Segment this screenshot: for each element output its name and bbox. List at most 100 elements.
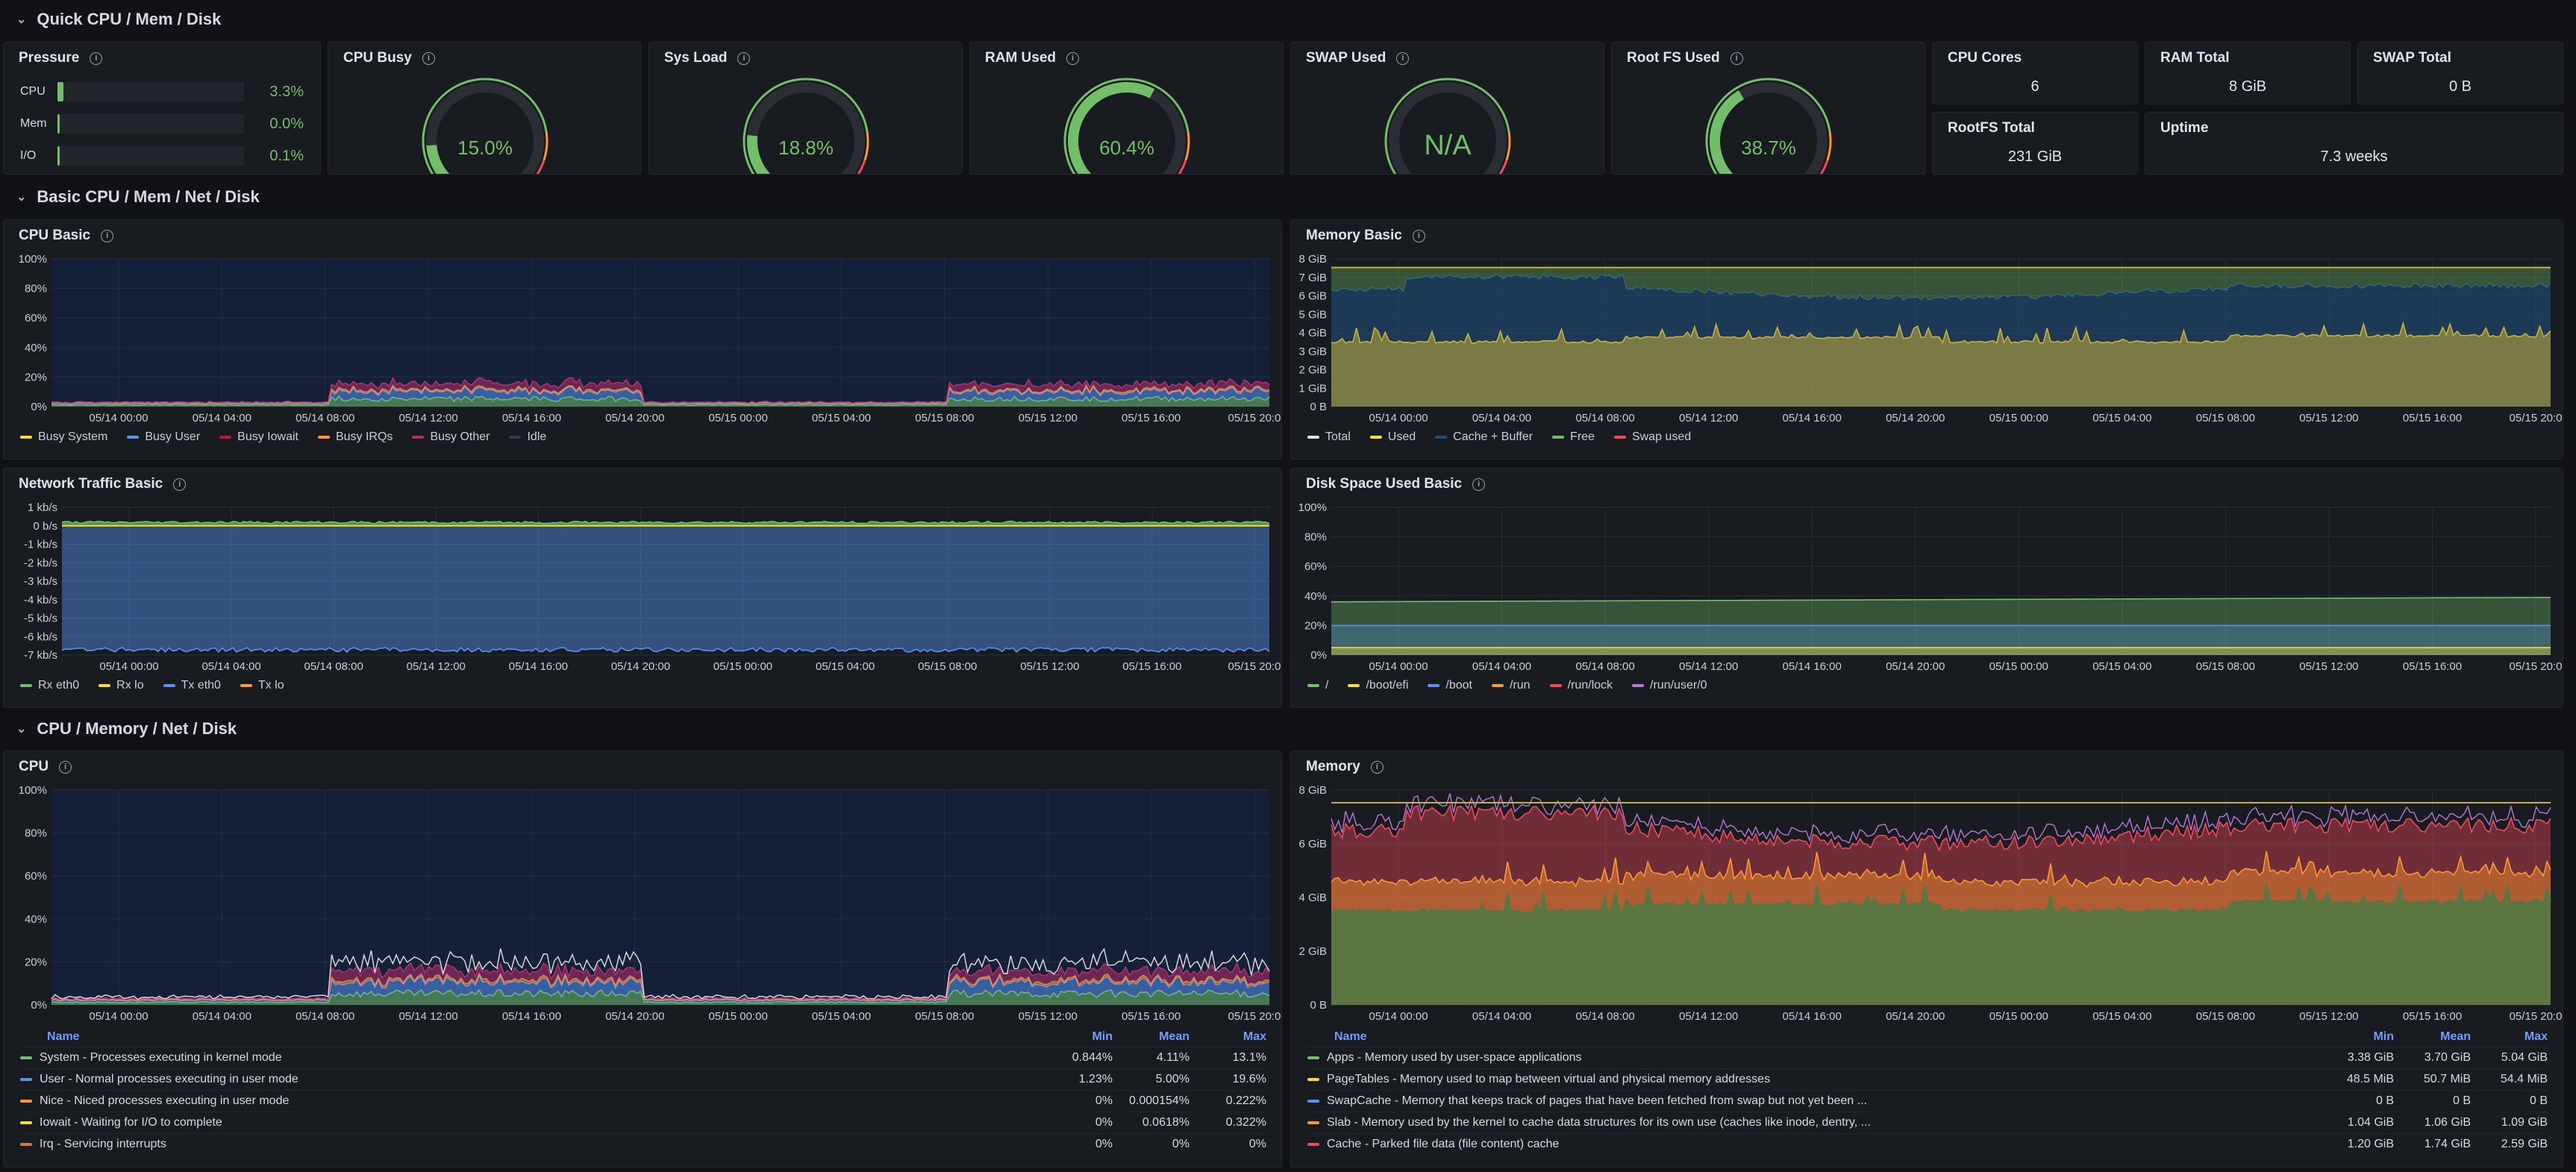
table-row[interactable]: Irq - Servicing interrupts 0% 0% 0% [20,1133,1266,1155]
table-row[interactable]: Apps - Memory used by user-space applica… [1307,1047,2548,1068]
panel-title: Sys Load [664,50,728,66]
table-row[interactable]: Nice - Niced processes executing in user… [20,1090,1266,1112]
legend-item[interactable]: Busy User [127,430,200,444]
x-tick-label: 05/14 12:00 [407,660,466,673]
info-icon[interactable]: i [1412,229,1425,242]
legend-swatch [1613,436,1626,439]
y-tick-label: 3 GiB [1298,345,1327,358]
info-icon[interactable]: i [173,477,187,491]
x-tick-label: 05/14 08:00 [1575,660,1634,673]
y-tick-label: -4 kb/s [24,594,57,607]
legend-item[interactable]: /boot/efi [1348,679,1408,692]
memory-panel[interactable]: Memory i 8 GiB 6 GiB 4 GiB 2 GiB 0 B 05/14 00:… [1290,750,2563,1168]
legend-item[interactable]: /run [1491,679,1531,692]
bar-fill [57,146,60,166]
legend-item[interactable]: Total [1307,430,1351,444]
legend-item[interactable]: Swap used [1613,430,1691,444]
info-icon[interactable]: i [101,229,114,242]
legend-item[interactable]: Rx lo [99,679,144,692]
cpu-chart[interactable]: 100% 80% 60% 40% 20% 0% 05/14 00:00 05/14 04:00… [4,780,1283,1026]
legend-item[interactable]: Rx eth0 [20,679,79,692]
table-row[interactable]: Cache - Parked file data (file content) … [1307,1133,2548,1155]
net-tx-area-line [61,646,1270,654]
table-row[interactable]: Iowait - Waiting for I/O to complete 0% 0.… [20,1112,1266,1133]
legend-item[interactable]: Cache + Buffer [1435,430,1533,444]
gauge-panel-rootfs-used[interactable]: Root FS Used i 38.7% [1611,42,1925,175]
row-basic[interactable]: ⌄ Basic CPU / Mem / Net / Disk [0,182,260,212]
stat-swap-total[interactable]: SWAP Total 0 B [2357,42,2563,104]
table-row[interactable]: System - Processes executing in kernel m… [20,1047,1266,1068]
legend-item[interactable]: Tx eth0 [163,679,221,692]
info-icon[interactable]: i [1370,760,1384,774]
disk-basic-chart[interactable]: 100% 80% 60% 40% 20% 0% 05/14 00:00 05/14 04:00… [1291,497,2564,676]
stat-rootfs-total[interactable]: RootFS Total 231 GiB [1932,112,2138,175]
column-header[interactable]: Min [2373,1030,2394,1043]
cell-max: 13.1% [1232,1051,1266,1064]
gauge-threshold-ok [743,78,869,174]
legend-item[interactable]: Busy System [20,430,107,444]
column-header[interactable]: Name [47,1030,80,1043]
column-header[interactable]: Min [1092,1030,1113,1043]
stat-uptime[interactable]: Uptime 7.3 weeks [2145,112,2563,175]
info-icon[interactable]: i [737,51,751,65]
y-tick-label: 60% [25,870,47,883]
legend-item[interactable]: /run/user/0 [1632,679,1707,692]
gauge-panel-ram-used[interactable]: RAM Used i 60.4% [969,42,1284,175]
legend-item[interactable]: Busy Iowait [219,430,298,444]
memory-chart[interactable]: 8 GiB 6 GiB 4 GiB 2 GiB 0 B 05/14 00:00 05/14 … [1291,780,2564,1026]
column-header[interactable]: Max [2524,1030,2548,1043]
table-row[interactable]: SwapCache - Memory that keeps track of p… [1307,1090,2548,1112]
legend-item[interactable]: /boot [1428,679,1472,692]
row-detail[interactable]: ⌄ CPU / Memory / Net / Disk [0,714,237,744]
column-header[interactable]: Name [1334,1030,1367,1043]
legend-label: Busy Iowait [237,430,298,443]
cpu-panel[interactable]: CPU i 100% 80% 60% 40% 20% 0% 05/14 00:00 05/14 … [3,750,1282,1168]
gauge: N/A [1384,78,1511,174]
info-icon[interactable]: i [1066,51,1080,65]
legend-item[interactable]: Busy Other [412,430,490,444]
legend-item[interactable]: Busy IRQs [317,430,393,444]
gauge-panel-swap-used[interactable]: SWAP Used i N/A [1290,42,1604,175]
x-tick-label: 05/14 12:00 [398,1010,457,1023]
gauge-panel-sys-load[interactable]: Sys Load i 18.8% [648,42,963,175]
info-icon[interactable]: i [1730,51,1743,65]
stat-ram-total[interactable]: RAM Total 8 GiB [2145,42,2351,104]
column-header[interactable]: Max [1242,1030,1266,1043]
column-header[interactable]: Mean [2440,1030,2471,1043]
cpu-basic-panel[interactable]: CPU Basic i 100% 80% 60% 40% 20% 0% 05/14 00:00… [3,219,1282,460]
gauge-value: 15.0% [457,137,513,159]
row-quick[interactable]: ⌄ Quick CPU / Mem / Disk [0,4,221,34]
memory-basic-panel[interactable]: Memory Basic i 8 GiB 7 GiB 6 GiB 5 GiB 4 GiB 3… [1290,219,2563,460]
memory-basic-chart[interactable]: 8 GiB 7 GiB 6 GiB 5 GiB 4 GiB 3 GiB 2 GiB 1 GiB… [1291,248,2564,427]
pressure-panel[interactable]: Pressure i CPU 3.3% Mem 0.0% I/O 0.1% [3,42,321,175]
column-header[interactable]: Mean [1159,1030,1189,1043]
info-icon[interactable]: i [59,760,72,774]
stat-cpu-cores[interactable]: CPU Cores 6 [1932,42,2138,104]
legend-item[interactable]: Free [1552,430,1595,444]
disk-basic-panel[interactable]: Disk Space Used Basic i 100% 80% 60% 40% 20% 0… [1290,468,2563,708]
table-row[interactable]: PageTables - Memory used to map between … [1307,1068,2548,1090]
network-basic-chart[interactable]: 1 kb/s 0 b/s -1 kb/s -2 kb/s -3 kb/s -4 kb/s -… [4,497,1283,676]
legend: Total Used Cache + Buffer Free Swap used [1307,430,1691,444]
network-basic-panel[interactable]: Network Traffic Basic i 1 kb/s 0 b/s -1 kb/… [3,468,1282,708]
legend-item[interactable]: Idle [509,430,546,444]
cpu-basic-chart[interactable]: 100% 80% 60% 40% 20% 0% 05/14 00:00 05/14 04:00… [4,248,1283,427]
x-tick-label: 05/15 08:00 [915,412,974,424]
info-icon[interactable]: i [422,51,435,65]
memory-hw-line [1331,793,2551,844]
legend-item[interactable]: Used [1369,430,1416,444]
table-row[interactable]: Slab - Memory used by the kernel to cach… [1307,1112,2548,1133]
table-row[interactable]: User - Normal processes executing in use… [20,1068,1266,1090]
gauge-panel-cpu-busy[interactable]: CPU Busy i 15.0% [328,42,642,175]
info-icon[interactable]: i [90,51,103,65]
y-tick-label: -5 kb/s [24,612,57,625]
cell-min: 0% [1095,1138,1113,1150]
info-icon[interactable]: i [1396,51,1410,65]
info-icon[interactable]: i [1472,477,1486,491]
legend-item[interactable]: Tx lo [240,679,284,692]
legend-item[interactable]: / [1307,679,1328,692]
x-tick-label: 05/14 20:00 [1886,1010,1945,1023]
x-tick-label: 05/15 00:00 [709,1010,768,1023]
legend-item[interactable]: /run/lock [1549,679,1613,692]
legend-swatch [20,1143,32,1146]
